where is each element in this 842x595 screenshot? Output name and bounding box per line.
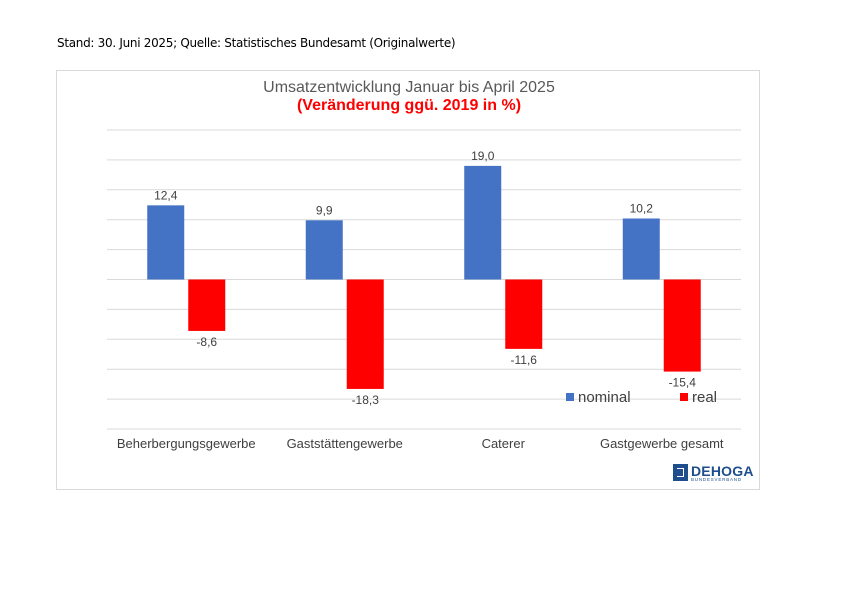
bar-real xyxy=(505,279,543,349)
data-label-real: -8,6 xyxy=(196,335,217,349)
data-label-nominal: 12,4 xyxy=(154,188,178,202)
bar-nominal xyxy=(464,165,502,280)
data-label-nominal: 9,9 xyxy=(316,203,333,217)
bar-real xyxy=(346,279,384,389)
dehoga-logo-text: DEHOGA xyxy=(691,463,754,479)
bar-nominal xyxy=(305,220,343,280)
data-label-real: -15,4 xyxy=(669,376,697,390)
chart-frame: Umsatzentwicklung Januar bis April 2025 … xyxy=(56,70,760,490)
source-note: Stand: 30. Juni 2025; Quelle: Statistisc… xyxy=(57,36,456,50)
legend-swatch-nominal xyxy=(566,393,574,401)
legend-label-real: real xyxy=(692,389,717,406)
dehoga-logo-subtext: BUNDESVERBAND xyxy=(691,477,742,482)
bar-nominal xyxy=(622,218,660,280)
data-label-nominal: 10,2 xyxy=(630,202,654,216)
category-label: Gastgewerbe gesamt xyxy=(600,436,724,451)
data-label-real: -18,3 xyxy=(352,393,380,407)
chart-title: Umsatzentwicklung Januar bis April 2025 xyxy=(263,79,555,96)
legend-swatch-real xyxy=(680,393,688,401)
dehoga-logo-mark xyxy=(673,464,688,481)
dehoga-logo: DEHOGA BUNDESVERBAND xyxy=(673,463,757,483)
category-label: Beherbergungsgewerbe xyxy=(117,436,256,451)
category-label: Gaststättengewerbe xyxy=(287,436,403,451)
bar-chart: 12,4 -8,6 Beherbergungsgewerbe 9,9 -18,3 Gast… xyxy=(107,129,741,451)
data-label-nominal: 19,0 xyxy=(471,149,495,163)
bar-nominal xyxy=(147,205,185,280)
category-label: Caterer xyxy=(482,436,526,451)
data-label-real: -11,6 xyxy=(511,353,538,367)
bar-real xyxy=(188,279,226,331)
chart-subtitle: (Veränderung ggü. 2019 in %) xyxy=(296,97,522,114)
legend-label-nominal: nominal xyxy=(578,389,631,406)
bar-real xyxy=(663,279,701,372)
